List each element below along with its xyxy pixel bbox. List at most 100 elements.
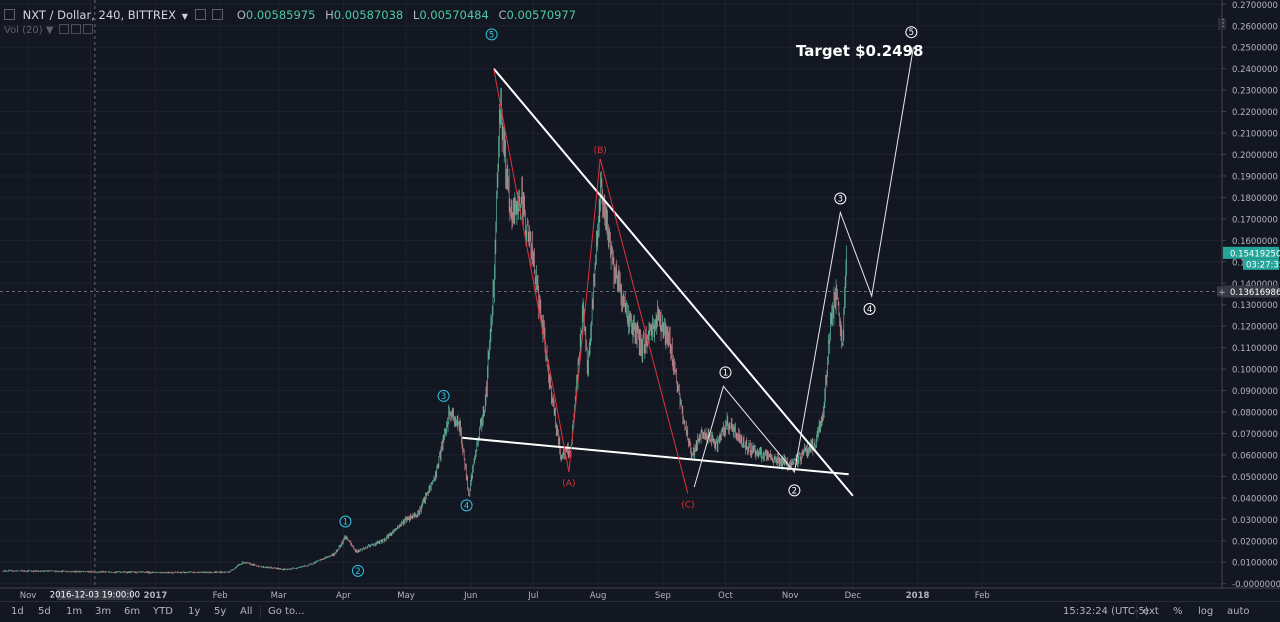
timeframe-6m[interactable]: 6m xyxy=(124,606,141,617)
wave-label-cyan: 3 xyxy=(441,392,446,402)
wave-label-cyan: 2 xyxy=(355,567,360,577)
price-tick-label: 0.1900000 xyxy=(1232,172,1278,182)
wave-label-white: 4 xyxy=(867,305,872,315)
wave-label-white: 5 xyxy=(909,28,914,38)
time-tick-label: Nov xyxy=(782,591,799,600)
timeframe-5y[interactable]: 5y xyxy=(214,606,227,617)
close-label: C xyxy=(498,8,507,22)
wave-label-circle xyxy=(460,499,473,512)
timeframe-ytd[interactable]: YTD xyxy=(153,606,173,617)
volume-label[interactable]: Vol (20) xyxy=(4,25,43,36)
price-tick-label: 0.1400000 xyxy=(1232,280,1278,290)
crosshair-price-box xyxy=(1223,285,1279,298)
log-toggle[interactable]: log xyxy=(1198,606,1214,617)
time-tick-label: 2017 xyxy=(144,591,168,600)
wave-label-circle xyxy=(339,515,352,528)
time-tick-label: Feb xyxy=(213,591,228,600)
symbol-legend: NXT / Dollar, 240, BITTREX ▼ O0.00585975… xyxy=(4,8,576,22)
price-tick-label: 0.0300000 xyxy=(1232,516,1278,526)
auto-toggle[interactable]: auto xyxy=(1227,606,1250,617)
wave-label-circle xyxy=(351,564,364,577)
volume-eye-icon[interactable] xyxy=(58,24,69,34)
time-axis[interactable]: Nov Dec 2017 Feb Mar Apr May Jun Jul Aug Sep Oct Nov… xyxy=(0,587,1280,601)
price-tick-label: 0.2000000 xyxy=(1232,151,1278,161)
price-tick-label: 0.1300000 xyxy=(1232,301,1278,311)
price-tick-label: 0.0200000 xyxy=(1232,537,1278,547)
price-tick-label: 0.0900000 xyxy=(1232,387,1278,397)
wave-label-circle xyxy=(834,192,847,205)
toolbar-divider xyxy=(260,605,261,618)
time-tick-label: Feb xyxy=(975,591,990,600)
timeframe-1d[interactable]: 1d xyxy=(11,606,24,617)
wave-label-white: 3 xyxy=(838,195,843,205)
timeframe-1y[interactable]: 1y xyxy=(188,606,201,617)
timeframe-all[interactable]: All xyxy=(240,606,253,617)
time-tick-label: Nov xyxy=(20,591,37,600)
time-tick-label: Oct xyxy=(718,591,733,600)
clock[interactable]: 15:32:24 (UTC-5) xyxy=(1063,606,1149,617)
percent-toggle[interactable]: % xyxy=(1173,606,1183,617)
volume-legend: Vol (20) ▼ xyxy=(4,24,93,36)
wave-label-circle xyxy=(437,389,450,402)
timeframe-1m[interactable]: 1m xyxy=(66,606,83,617)
goto-button[interactable]: Go to... xyxy=(268,606,305,617)
last-price-label: 0.15419250 xyxy=(1230,249,1280,259)
target-annotation: Target $0.2498 xyxy=(796,42,923,60)
countdown-box xyxy=(1243,258,1279,270)
time-tick-label: Jul xyxy=(527,591,538,600)
crosshair-plus-glyph[interactable]: + xyxy=(1218,288,1226,298)
settings-icon[interactable] xyxy=(194,9,206,20)
wave-label-circle xyxy=(788,484,801,497)
price-tick-label: 0.1700000 xyxy=(1232,215,1278,225)
crosshair-price-label: 0.13616986 xyxy=(1230,288,1280,298)
price-axis[interactable]: 0.2700000 0.2600000 0.2500000 0.2400000 0.23… xyxy=(1217,0,1280,600)
volume-settings-icon[interactable] xyxy=(70,24,81,34)
last-price-box xyxy=(1223,246,1279,259)
wave-line-white xyxy=(693,47,914,488)
open-value: 0.00585975 xyxy=(245,8,316,22)
price-tick-label: 0.0400000 xyxy=(1232,494,1278,504)
wave-label-circle xyxy=(719,366,732,379)
wave-label-circle xyxy=(485,28,498,41)
price-tick-label: 0.1800000 xyxy=(1232,194,1278,204)
price-tick-label: 0.1100000 xyxy=(1232,344,1278,354)
scale-settings-icon[interactable]: ⋮ xyxy=(1218,18,1228,30)
volume-close-icon[interactable] xyxy=(82,24,93,34)
price-tick-label: 0.1000000 xyxy=(1232,366,1278,376)
crosshair-time-box xyxy=(56,589,133,600)
wave-label-cyan: 5 xyxy=(489,30,494,40)
ext-toggle[interactable]: ext xyxy=(1143,606,1159,617)
symbol-title[interactable]: NXT / Dollar, 240, BITTREX xyxy=(22,8,177,22)
price-tick-label: 0.2400000 xyxy=(1232,65,1278,75)
price-tick-label: 0.0700000 xyxy=(1232,430,1278,440)
wave-label-white: 1 xyxy=(723,368,728,378)
wave-label-cyan: 1 xyxy=(343,517,348,527)
low-label: L xyxy=(412,8,420,22)
price-tick-label: 0.2100000 xyxy=(1232,130,1278,140)
close-icon[interactable] xyxy=(212,9,224,20)
chevron-down-icon[interactable]: ▼ xyxy=(181,12,188,21)
volume-chevron-icon[interactable]: ▼ xyxy=(45,25,54,36)
timeframe-3m[interactable]: 3m xyxy=(95,606,112,617)
wave-label-circle xyxy=(863,303,876,316)
crosshair-time-label: 2016-12-03 19:00:00 xyxy=(50,591,140,601)
trendline xyxy=(462,436,849,476)
price-tick-label: 0.2300000 xyxy=(1232,87,1278,97)
price-tick-label: 0.1600000 xyxy=(1232,237,1278,247)
wave-label-red: (C) xyxy=(681,500,694,510)
price-tick-label: 0.2500000 xyxy=(1232,44,1278,54)
timeframe-5d[interactable]: 5d xyxy=(38,606,51,617)
high-label: H xyxy=(325,8,334,22)
collapse-icon[interactable] xyxy=(4,9,15,20)
time-tick-label: Dec xyxy=(845,591,862,600)
price-tick-label: 0.0100000 xyxy=(1232,559,1278,569)
time-tick-label: May xyxy=(397,591,415,600)
price-tick-label: 0.0800000 xyxy=(1232,409,1278,419)
price-tick-label: 0.2700000 xyxy=(1232,1,1278,11)
price-tick-label: 0.2200000 xyxy=(1232,108,1278,118)
wave-overlays: 1 2 3 4 5 (A) (B) (C) 1 2 3 4 5 xyxy=(0,0,1222,588)
crosshair-plus-icon[interactable] xyxy=(1217,286,1227,297)
time-tick-label: 2018 xyxy=(906,591,930,600)
price-tick-label: 0.1200000 xyxy=(1232,323,1278,333)
